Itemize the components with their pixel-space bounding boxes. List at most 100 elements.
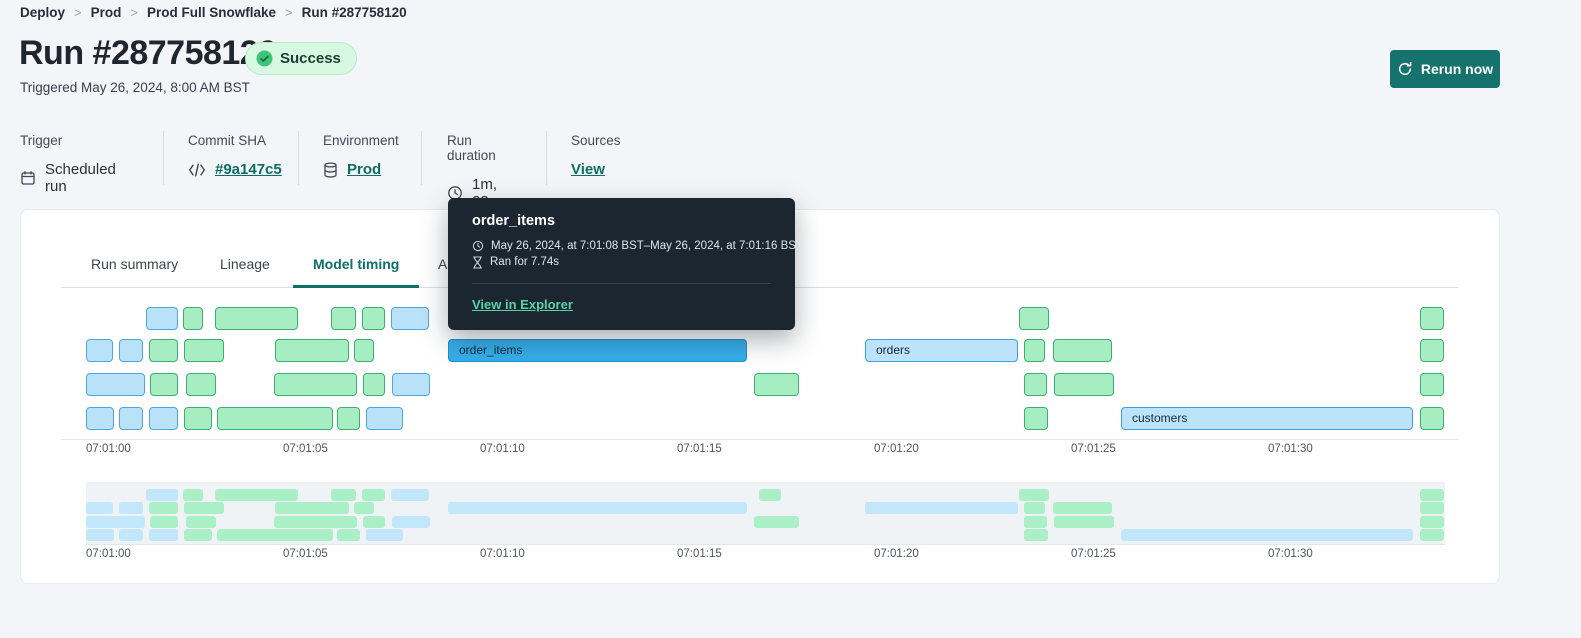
status-label: Success [280, 50, 341, 67]
tooltip-model-name: order_items [472, 213, 556, 229]
triggered-timestamp: Triggered May 26, 2024, 8:00 AM BST [20, 80, 250, 95]
minimap-bar [391, 489, 429, 501]
gantt-bar[interactable] [86, 339, 113, 362]
minimap-bar [1024, 529, 1048, 541]
gantt-bar[interactable] [392, 373, 430, 396]
axis-tick-label: 07:01:00 [86, 548, 131, 560]
gantt-bar[interactable] [149, 339, 178, 362]
tab-run-summary[interactable]: Run summary [91, 256, 179, 272]
breadcrumb: Deploy > Prod > Prod Full Snowflake > Ru… [20, 5, 407, 20]
gantt-bar[interactable] [331, 307, 356, 330]
gantt-bar[interactable] [1024, 373, 1047, 396]
gantt-bar[interactable] [354, 339, 374, 362]
gantt-bar[interactable] [1420, 407, 1444, 430]
gantt-bar[interactable] [86, 373, 145, 396]
gantt-bar[interactable] [366, 407, 403, 430]
environment-link[interactable]: Prod [347, 161, 382, 178]
minimap-bar [1024, 516, 1047, 528]
gantt-bar[interactable] [215, 307, 298, 330]
gantt-bar-order_items[interactable]: order_items [448, 339, 747, 362]
minimap-bar [1420, 502, 1444, 514]
gantt-bar[interactable] [275, 339, 349, 362]
axis-tick-label: 07:01:25 [1071, 548, 1116, 560]
axis-tick-label: 07:01:15 [677, 548, 722, 560]
minimap-bar [331, 489, 356, 501]
gantt-bar[interactable] [1054, 373, 1114, 396]
axis-tick-label: 07:01:00 [86, 443, 131, 455]
rerun-now-button[interactable]: Rerun now [1390, 50, 1500, 88]
minimap-bar [183, 489, 203, 501]
divider [298, 131, 299, 185]
gantt-bar[interactable] [1024, 407, 1048, 430]
gantt-bar[interactable] [184, 407, 212, 430]
gantt-bar-customers[interactable]: customers [1121, 407, 1413, 430]
gantt-bar[interactable] [150, 373, 178, 396]
gantt-bar[interactable] [362, 307, 385, 330]
breadcrumb-deploy[interactable]: Deploy [20, 5, 66, 20]
minimap-axis-line [86, 544, 1445, 545]
chevron-right-icon: > [130, 5, 138, 20]
gantt-bar[interactable] [1420, 339, 1444, 362]
gantt-bar[interactable] [119, 407, 143, 430]
tab-model-timing[interactable]: Model timing [313, 256, 400, 272]
chevron-right-icon: > [284, 5, 293, 20]
gantt-bar[interactable] [183, 307, 203, 330]
gantt-bar[interactable] [119, 339, 143, 362]
gantt-bar[interactable] [186, 373, 216, 396]
chevron-right-icon: > [74, 5, 82, 20]
gantt-bar[interactable] [363, 373, 385, 396]
gantt-bar[interactable] [146, 307, 178, 330]
gantt-bar[interactable] [86, 407, 114, 430]
gantt-minimap-brush[interactable] [86, 482, 1445, 544]
gantt-bar[interactable] [754, 373, 799, 396]
gantt-bar-orders[interactable]: orders [865, 339, 1018, 362]
gantt-bar[interactable] [391, 307, 429, 330]
minimap-bar [1420, 516, 1444, 528]
minimap-bar [150, 516, 178, 528]
axis-tick-label: 07:01:20 [874, 443, 919, 455]
sources-view-link[interactable]: View [571, 161, 605, 178]
meta-trigger: Trigger Scheduled run [20, 133, 116, 195]
gantt-bar[interactable] [217, 407, 333, 430]
view-in-explorer-link[interactable]: View in Explorer [472, 297, 573, 312]
code-icon [189, 163, 205, 176]
gantt-bar[interactable] [1053, 339, 1112, 362]
minimap-bar [337, 529, 360, 541]
meta-label: Run duration [447, 133, 496, 163]
breadcrumb-job[interactable]: Prod Full Snowflake [146, 5, 276, 20]
calendar-icon [21, 171, 35, 185]
axis-tick-label: 07:01:10 [480, 443, 525, 455]
minimap-bar [86, 529, 114, 541]
gantt-bar[interactable] [274, 373, 357, 396]
minimap-bar [86, 502, 113, 514]
meta-commit-sha: Commit SHA #9a147c5 [188, 133, 282, 178]
minimap-bar [362, 489, 385, 501]
minimap-bar [184, 529, 212, 541]
axis-tick-label: 07:01:10 [480, 548, 525, 560]
gantt-bar[interactable] [184, 339, 224, 362]
tab-lineage[interactable]: Lineage [220, 256, 270, 272]
page-title: Run #287758120 [19, 34, 277, 72]
rerun-icon [1398, 61, 1412, 75]
axis-tick-label: 07:01:05 [283, 443, 328, 455]
minimap-bar [1054, 516, 1114, 528]
gantt-bar[interactable] [337, 407, 360, 430]
axis-tick-label: 07:01:30 [1268, 443, 1313, 455]
breadcrumb-prod[interactable]: Prod [90, 5, 122, 20]
minimap-bar [146, 489, 178, 501]
divider [163, 131, 164, 185]
gantt-bar[interactable] [1019, 307, 1049, 330]
minimap-bar [1121, 529, 1413, 541]
gantt-bar[interactable] [1024, 339, 1045, 362]
minimap-bar [392, 516, 430, 528]
meta-label: Sources [571, 133, 621, 148]
gantt-bar[interactable] [149, 407, 178, 430]
minimap-bar [1024, 502, 1045, 514]
tab-artifacts-truncated[interactable]: A [438, 256, 448, 272]
minimap-bar [217, 529, 333, 541]
minimap-bar [354, 502, 374, 514]
gantt-bar[interactable] [1420, 373, 1444, 396]
minimap-bar [363, 516, 385, 528]
commit-sha-link[interactable]: #9a147c5 [215, 161, 282, 178]
gantt-bar[interactable] [1420, 307, 1444, 330]
